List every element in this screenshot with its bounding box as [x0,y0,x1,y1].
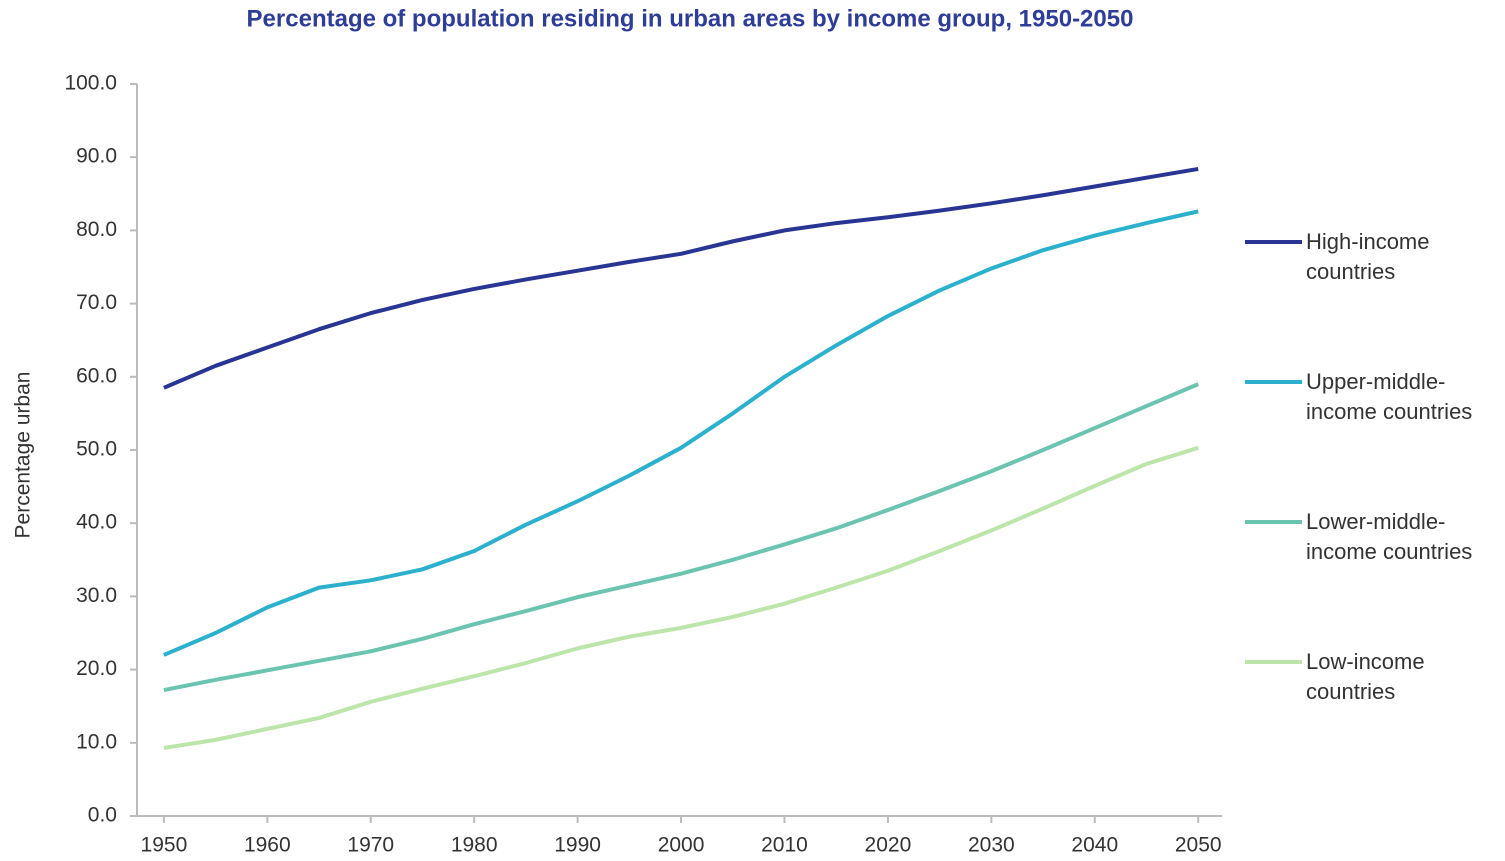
legend-label: Upper-middle-income countries [1306,369,1473,424]
y-tick-label: 90.0 [76,145,117,168]
legend-label: High-income countries [1306,229,1430,284]
series-line [163,382,1199,693]
y-tick-label: 70.0 [76,291,117,314]
x-tick-label: 1960 [244,834,291,857]
y-tick-label: 40.0 [76,511,117,534]
y-tick-label: 0.0 [88,804,117,827]
y-tick-label: 60.0 [76,364,117,387]
series-line [163,166,1199,390]
series-line [163,209,1199,657]
x-tick-label: 2050 [1175,834,1222,857]
x-tick-label: 1950 [141,834,188,857]
legend-label: Lower-middle-income countries [1306,509,1473,564]
series-line [163,445,1199,750]
x-tick-label: 2020 [865,834,912,857]
y-tick-label: 80.0 [76,218,117,241]
y-axis-label: Percentage urban [12,372,35,539]
y-tick-label: 50.0 [76,438,117,461]
x-tick-label: 1980 [451,834,498,857]
y-tick-label: 100.0 [64,72,117,95]
x-tick-label: 1970 [347,834,394,857]
y-tick-label: 20.0 [76,657,117,680]
x-tick-label: 2000 [658,834,705,857]
x-tick-label: 2010 [761,834,808,857]
y-tick-label: 30.0 [76,584,117,607]
x-tick-label: 2040 [1071,834,1118,857]
y-tick-label: 10.0 [76,730,117,753]
chart-title: Percentage of population residing in urb… [247,5,1134,32]
x-tick-label: 2030 [968,834,1015,857]
x-tick-label: 1990 [554,834,601,857]
legend-label: Low-income countries [1306,649,1425,704]
